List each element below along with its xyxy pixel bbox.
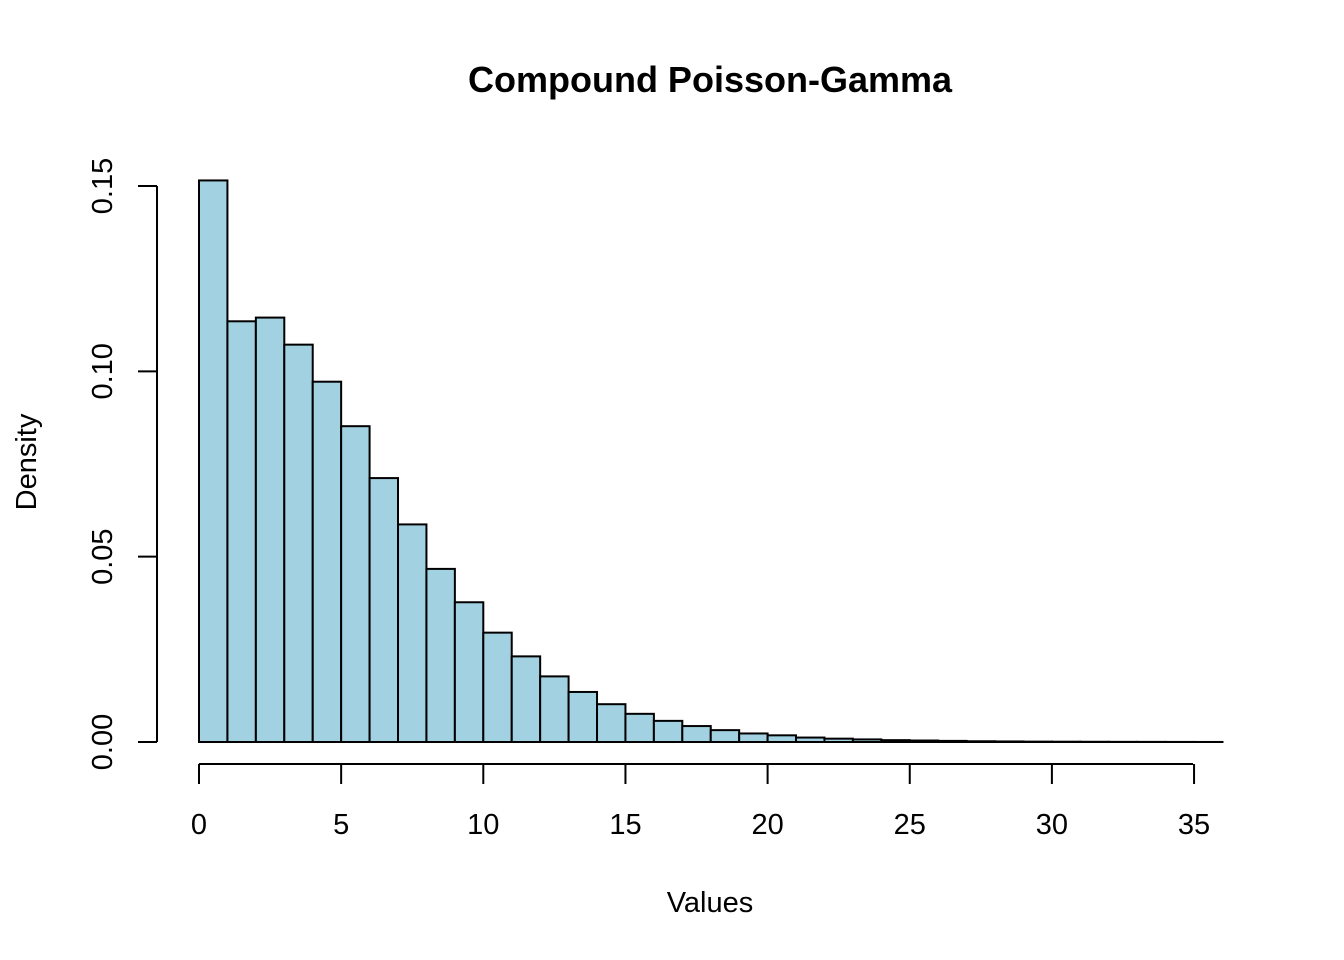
histogram-bar bbox=[510, 655, 542, 744]
histogram-bar bbox=[283, 343, 314, 743]
histogram-bar bbox=[709, 729, 741, 744]
histogram-bar bbox=[652, 719, 684, 743]
x-axis-ticks: 0 5 10 15 20 25 30 35 bbox=[191, 764, 1210, 841]
chart-title: Compound Poisson-Gamma bbox=[468, 59, 953, 100]
histogram-bar bbox=[738, 732, 769, 743]
histogram-bar bbox=[624, 712, 655, 744]
x-tick-label: 35 bbox=[1178, 809, 1210, 841]
x-tick-label: 10 bbox=[467, 809, 499, 841]
x-tick-label: 20 bbox=[751, 809, 783, 841]
y-tick-label: 0.10 bbox=[87, 343, 119, 399]
histogram-bar bbox=[368, 477, 400, 743]
histogram-bar bbox=[539, 675, 570, 744]
histogram-bar bbox=[425, 567, 456, 744]
x-tick-label: 5 bbox=[333, 809, 349, 841]
y-tick-label: 0.15 bbox=[87, 158, 119, 214]
histogram-bar bbox=[681, 725, 712, 743]
x-tick-label: 0 bbox=[191, 809, 207, 841]
histogram-bar bbox=[311, 380, 343, 743]
y-tick-label: 0.00 bbox=[87, 714, 119, 770]
histogram-bar bbox=[254, 316, 286, 743]
x-tick-label: 25 bbox=[894, 809, 926, 841]
histogram-bar bbox=[453, 601, 485, 744]
histogram-bars bbox=[198, 179, 1224, 744]
y-axis-label: Density bbox=[11, 413, 43, 510]
y-tick-label: 0.05 bbox=[87, 528, 119, 584]
histogram-bar bbox=[567, 690, 599, 744]
y-axis-ticks: 0.00 0.05 0.10 0.15 bbox=[87, 158, 157, 770]
x-axis-label: Values bbox=[667, 887, 754, 919]
histogram-bar bbox=[226, 320, 257, 743]
x-tick-label: 15 bbox=[609, 809, 641, 841]
histogram-bar bbox=[766, 734, 798, 744]
histogram-bar bbox=[340, 425, 371, 743]
histogram-bar bbox=[397, 523, 428, 743]
histogram-bar bbox=[596, 703, 627, 744]
x-tick-label: 30 bbox=[1036, 809, 1068, 841]
histogram-bar bbox=[198, 179, 229, 743]
histogram-bar bbox=[482, 631, 513, 744]
